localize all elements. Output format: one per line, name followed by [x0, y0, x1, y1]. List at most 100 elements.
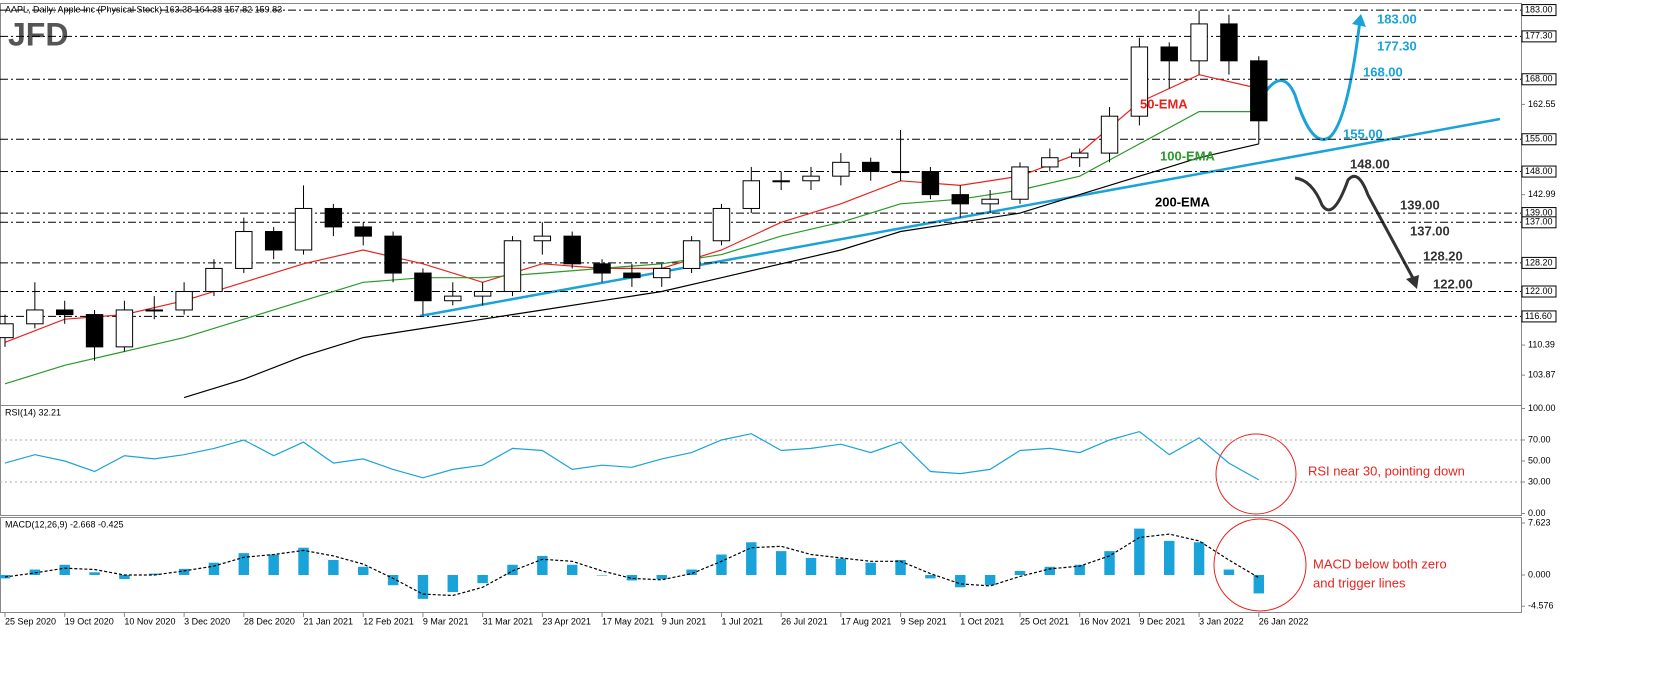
macd-panel	[0, 517, 1522, 613]
histogram-bar	[955, 574, 966, 588]
level-annotation: 168.00	[1363, 64, 1403, 79]
histogram-bar	[1134, 528, 1145, 575]
x-tick-label: 25 Oct 2021	[1020, 616, 1069, 626]
level-label: 122.00	[1525, 286, 1553, 296]
x-tick-label: 1 Oct 2021	[960, 616, 1004, 626]
y-tick-label: 0.000	[1528, 569, 1551, 579]
level-label: 168.00	[1525, 74, 1553, 84]
histogram-bar	[417, 574, 429, 599]
ema-label: 200-EMA	[1155, 194, 1211, 209]
level-annotation: 137.00	[1410, 223, 1450, 238]
histogram-bar	[507, 564, 518, 575]
x-tick-label: 9 Sep 2021	[901, 616, 947, 626]
x-tick-label: 9 Dec 2021	[1139, 616, 1185, 626]
annotation: and trigger lines	[1313, 575, 1406, 590]
level-box	[1521, 4, 1557, 17]
histogram-bar	[686, 569, 697, 575]
histogram-bar	[149, 573, 160, 575]
y-tick-label: 103.87	[1528, 370, 1556, 380]
candle-body	[0, 323, 14, 339]
candle-body	[623, 272, 641, 279]
candle-body	[891, 171, 910, 174]
level-label: 155.00	[1525, 134, 1553, 144]
histogram-bar	[746, 542, 757, 575]
histogram-bar	[1104, 551, 1115, 575]
candle-body	[115, 309, 134, 348]
indicator-title: MACD(12,26,9) -2.668 -0.425	[5, 519, 124, 529]
signal-line	[4, 533, 1260, 597]
level-label: 128.20	[1525, 257, 1553, 267]
candle-body	[205, 267, 223, 293]
level-annotation: 128.20	[1423, 248, 1463, 263]
candle-body	[26, 309, 44, 325]
candle-body	[533, 235, 552, 242]
candle-body	[384, 235, 402, 274]
histogram-bar	[1223, 569, 1235, 575]
level-box	[1521, 73, 1557, 86]
bearish-scenario	[1294, 174, 1416, 281]
x-tick-label: 16 Nov 2021	[1080, 616, 1131, 626]
x-tick-label: 12 Feb 2021	[363, 616, 414, 626]
y-tick-label: 50.00	[1528, 455, 1551, 465]
histogram-bar	[358, 566, 369, 575]
histogram-bar	[626, 574, 638, 581]
histogram-bar	[1193, 542, 1205, 575]
histogram-bar	[89, 572, 100, 575]
level-box	[1521, 310, 1557, 323]
candle-body	[802, 175, 820, 182]
histogram-bar	[925, 574, 936, 579]
x-tick-label: 10 Nov 2020	[124, 616, 175, 626]
ema-line	[183, 143, 1259, 399]
candle-body	[832, 161, 850, 177]
histogram-bar	[566, 564, 578, 575]
level-label: 137.00	[1525, 217, 1553, 227]
candle-body	[145, 309, 163, 312]
macd-highlight	[1213, 518, 1307, 612]
candle-body	[1130, 46, 1149, 117]
level-box	[1521, 133, 1557, 146]
candle-body	[235, 231, 253, 269]
candle-body	[563, 235, 581, 265]
histogram-bar	[208, 562, 220, 575]
x-tick-label: 26 Jul 2021	[781, 616, 828, 626]
candle-body	[324, 207, 343, 228]
symbol-header: AAPL, Daily: Apple Inc (Physical Stock) …	[5, 4, 282, 14]
level-label: 148.00	[1525, 166, 1553, 176]
rsi-line	[4, 430, 1260, 481]
x-tick-label: 26 Jan 2022	[1259, 616, 1309, 626]
histogram-bar	[805, 557, 817, 575]
candle-body	[1041, 157, 1059, 168]
histogram-bar	[178, 568, 190, 575]
x-tick-label: 31 Mar 2021	[483, 616, 534, 626]
x-tick-label: 17 May 2021	[602, 616, 654, 626]
histogram-bar	[596, 574, 608, 576]
histogram-bar	[716, 554, 727, 575]
rsi-highlight	[1215, 433, 1297, 515]
x-tick-label: 28 Dec 2020	[244, 616, 295, 626]
candle-body	[682, 240, 701, 269]
level-annotation: 148.00	[1350, 156, 1390, 171]
level-box	[1521, 30, 1557, 43]
logo: JFD	[8, 16, 68, 52]
candle-body	[1011, 166, 1029, 200]
level-label: 139.00	[1525, 207, 1553, 217]
annotation: RSI near 30, pointing down	[1308, 463, 1465, 478]
candle-body	[1160, 46, 1178, 62]
candle-body	[1220, 23, 1238, 62]
histogram-bar	[895, 559, 906, 575]
histogram-bar	[1044, 566, 1056, 575]
annotation: MACD below both zero	[1313, 556, 1447, 571]
candle-body	[1070, 152, 1089, 159]
histogram-bar	[477, 574, 488, 584]
histogram-bar	[238, 553, 250, 575]
x-tick-label: 9 Jun 2021	[662, 616, 707, 626]
level-box	[1521, 285, 1557, 298]
histogram-bar	[537, 555, 548, 575]
level-annotation: 122.00	[1433, 276, 1473, 291]
y-tick-label: 0.00	[1528, 508, 1546, 518]
level-label: 183.00	[1525, 4, 1553, 14]
histogram-bar	[984, 574, 996, 586]
histogram-bar	[1074, 564, 1085, 575]
histogram-bar	[298, 547, 309, 575]
x-tick-label: 25 Sep 2020	[5, 616, 56, 626]
